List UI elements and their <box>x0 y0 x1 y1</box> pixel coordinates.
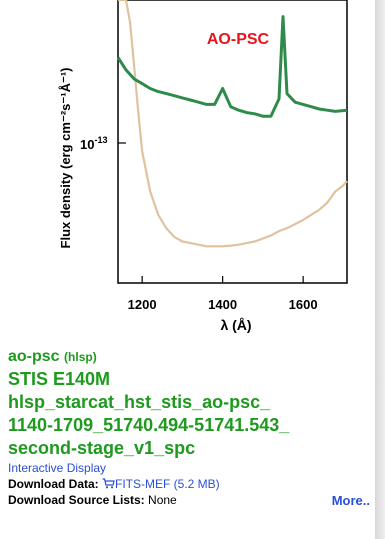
filename-line-3: second-stage_v1_spc <box>8 438 196 458</box>
y-tick-major: 10-13 <box>80 135 126 152</box>
observation-info: ao-psc (hlsp) STIS E140M hlsp_starcat_hs… <box>8 346 370 508</box>
x-tick-label: 1600 <box>289 297 318 312</box>
dataset-name: ao-psc (hlsp) <box>8 346 370 368</box>
download-source-value: None <box>148 493 177 507</box>
observation-card: AO-PSC 1200 1400 1600 λ (Å) Flux density (… <box>0 0 375 539</box>
more-link[interactable]: More.. <box>331 493 370 508</box>
download-source-label: Download Source Lists: <box>8 493 145 507</box>
download-data-label: Download Data: <box>8 477 99 491</box>
series-line-0 <box>118 0 348 248</box>
download-data-row: Download Data: FITS-MEF (5.2 MB) <box>8 476 370 492</box>
window-edge <box>375 0 385 539</box>
download-fits-label: FITS-MEF (5.2 MB) <box>115 477 220 491</box>
download-source-row: Download Source Lists: None <box>8 492 370 508</box>
dataset-id: ao-psc <box>8 348 60 365</box>
interactive-display-link[interactable]: Interactive Display <box>8 461 107 475</box>
filename-line-2: 1140-1709_51740.494-51741.543_ <box>8 415 290 435</box>
chart-title: AO-PSC <box>207 31 270 48</box>
instrument-name: STIS E140M <box>8 369 111 389</box>
dataset-type: (hlsp) <box>64 350 97 364</box>
cart-icon <box>102 478 115 489</box>
x-tick-label: 1200 <box>128 297 157 312</box>
download-fits-link[interactable]: FITS-MEF (5.2 MB) <box>102 477 220 491</box>
x-axis-label: λ (Å) <box>220 317 251 333</box>
spectrum-chart: AO-PSC 1200 1400 1600 λ (Å) Flux density (… <box>58 0 348 333</box>
y-axis-label: Flux density (erg cm⁻²s⁻¹Å⁻¹) <box>58 68 73 249</box>
spectrum-preview[interactable]: AO-PSC 1200 1400 1600 λ (Å) Flux density (… <box>0 0 375 345</box>
x-tick-label: 1400 <box>208 297 237 312</box>
x-tick-layer: 1200 1400 1600 <box>128 276 318 312</box>
series-line-1 <box>116 15 348 118</box>
filename-line-1: hlsp_starcat_hst_stis_ao-psc_ <box>8 392 271 412</box>
y-tick-label: 10-13 <box>80 135 107 152</box>
series-layer <box>116 0 348 248</box>
plot-frame <box>117 0 348 284</box>
